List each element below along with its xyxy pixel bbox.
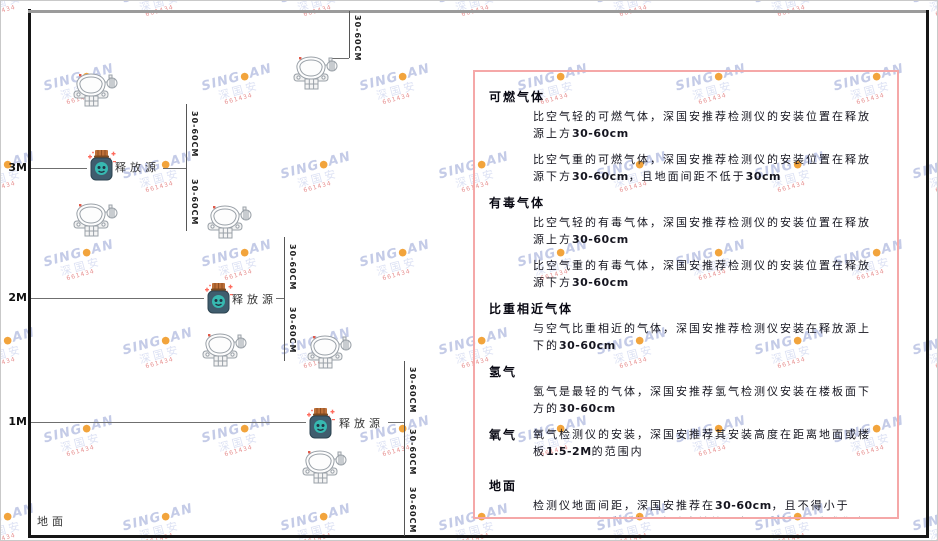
info-panel: 可燃气体比空气轻的可燃气体，深国安推荐检测仪的安装位置在释放源上方30-60cm… (473, 70, 899, 519)
floor-line (28, 535, 929, 538)
watermark-dot-icon: ● (318, 510, 331, 524)
height-label-3m: 3M (8, 161, 27, 174)
panel-paragraph: 氧气检测仪的安装，深国安推荐其安装高度在距离地面或楼板1.5-2M的范围内 (533, 428, 871, 458)
dimension-label: 30-60CM (408, 367, 417, 414)
panel-section-heading: 可燃气体 (489, 90, 546, 104)
panel-section-body: 检测仪地面间距，深国安推荐在30-60cm，且不得小于30cm，因为过低容易水溅… (489, 497, 881, 517)
dimension-line-1m (404, 361, 405, 536)
level-line-1m-right (388, 422, 404, 423)
panel-paragraph: 比空气轻的有毒气体，深国安推荐检测仪的安装位置在释放源上方30-60cm (533, 216, 871, 246)
height-label-1m: 1M (8, 415, 27, 428)
panel-section-body: 比空气轻的有毒气体，深国安推荐检测仪的安装位置在释放源上方30-60cm 比空气重… (489, 214, 881, 291)
watermark-dot-icon: ● (160, 158, 173, 172)
level-line-3m-right (163, 168, 186, 169)
panel-section-heading: 比重相近气体 (489, 302, 574, 316)
panel-paragraph: 检测仪地面间距，深国安推荐在30-60cm，且不得小于30cm，因为过低容易水溅… (533, 499, 865, 517)
panel-paragraph: 与空气比重相近的气体，深国安推荐检测仪安装在释放源上下的30-60cm (533, 322, 871, 352)
watermark-dot-icon: ● (81, 422, 94, 436)
dimension-label: 30-60CM (408, 487, 417, 534)
panel-paragraph: 比空气轻的可燃气体，深国安推荐检测仪的安装位置在释放源上方30-60cm (533, 110, 871, 140)
release-source-icon (307, 407, 335, 444)
watermark-dot-icon: ● (81, 246, 94, 260)
panel-paragraph: 氢气是最轻的气体，深国安推荐氢气检测仪安装在楼板面下方的30-60cm (533, 385, 871, 415)
dimension-label: 30-60CM (190, 179, 199, 226)
level-line-2m (31, 298, 204, 299)
dimension-line-3m (186, 104, 187, 231)
panel-section-body: 与空气比重相近的气体，深国安推荐检测仪安装在释放源上下的30-60cm (489, 320, 881, 354)
watermark-dot-icon: ● (397, 70, 410, 84)
release-source-icon (205, 282, 233, 319)
ceiling-line (28, 10, 929, 13)
watermark-dot-icon: ● (397, 246, 410, 260)
panel-paragraph: 比空气重的有毒气体，深国安推荐检测仪的安装位置在释放源下方30-60cm (533, 259, 871, 289)
watermark-dot-icon: ● (160, 510, 173, 524)
gas-detector-icon (302, 448, 348, 490)
gas-detector-icon (73, 71, 119, 113)
ground-label: 地面 (37, 515, 67, 528)
panel-section-body: 氢气是最轻的气体，深国安推荐氢气检测仪安装在楼板面下方的30-60cm (489, 383, 881, 417)
watermark-dot-icon: ● (2, 334, 15, 348)
release-source-label: 释放源 (339, 417, 384, 430)
info-panel-content: 可燃气体比空气轻的可燃气体，深国安推荐检测仪的安装位置在释放源上方30-60cm… (489, 88, 881, 517)
dimension-label: 30-60CM (288, 307, 297, 354)
watermark-dot-icon: ● (239, 70, 252, 84)
gas-detector-icon (307, 333, 353, 375)
detector-link-line (331, 58, 349, 59)
release-source-label: 释放源 (232, 293, 277, 306)
panel-paragraph: 比空气重的可燃气体，深国安推荐检测仪的安装位置在释放源下方30-60cm，且地面… (533, 153, 871, 183)
watermark-dot-icon: ● (2, 510, 15, 524)
gas-detector-icon (202, 331, 248, 373)
gas-detector-icon (73, 201, 119, 243)
dimension-line-2m (284, 237, 285, 361)
panel-section-heading: 氧气 (489, 428, 518, 442)
level-line-3m (31, 168, 87, 169)
watermark-dot-icon: ● (239, 422, 252, 436)
dimension-label: 30-60CM (288, 244, 297, 291)
left-wall-line (28, 9, 31, 538)
panel-section: 氧气 氧气检测仪的安装，深国安推荐其安装高度在距离地面或楼板1.5-2M的范围内 (489, 426, 881, 469)
watermark-dot-icon: ● (160, 334, 173, 348)
gas-detector-icon (293, 54, 339, 96)
watermark-dot-icon: ● (318, 158, 331, 172)
release-source-label: 释放源 (115, 161, 160, 174)
panel-section-body: 比空气轻的可燃气体，深国安推荐检测仪的安装位置在释放源上方30-60cm 比空气重… (489, 108, 881, 185)
release-source-icon (88, 149, 116, 186)
dimension-label: 30-60CM (190, 111, 199, 158)
watermark-dot-icon: ● (239, 246, 252, 260)
level-line-1m (31, 422, 306, 423)
panel-section-heading: 地面 (489, 479, 518, 493)
dimension-line-ceiling (349, 11, 350, 58)
panel-section-heading: 氢气 (489, 365, 518, 379)
height-label-2m: 2M (8, 291, 27, 304)
panel-section-heading: 有毒气体 (489, 196, 546, 210)
level-line-2m-right (276, 298, 284, 299)
gas-detector-icon (207, 203, 253, 245)
right-wall-line (926, 10, 929, 538)
dimension-label: 30-60CM (353, 15, 362, 62)
dimension-label: 30-60CM (408, 429, 417, 476)
